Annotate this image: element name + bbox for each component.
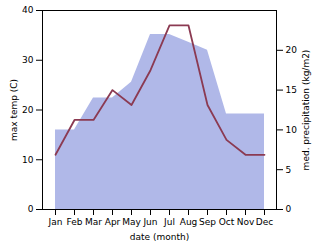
svg-text:med. precipitation (kg/m2): med. precipitation (kg/m2) (301, 50, 311, 171)
svg-text:40: 40 (22, 5, 34, 15)
svg-text:20: 20 (22, 105, 34, 115)
svg-text:Jul: Jul (163, 217, 175, 227)
svg-text:date (month): date (month) (130, 232, 189, 242)
svg-text:10: 10 (22, 155, 34, 165)
svg-text:Jun: Jun (142, 217, 157, 227)
svg-text:20: 20 (286, 45, 298, 55)
svg-text:Dec: Dec (256, 217, 273, 227)
svg-text:5: 5 (286, 165, 292, 175)
svg-text:May: May (122, 217, 141, 227)
svg-text:Jan: Jan (48, 217, 63, 227)
svg-text:0: 0 (28, 204, 34, 214)
svg-text:Apr: Apr (105, 217, 121, 227)
svg-text:Mar: Mar (85, 217, 102, 227)
svg-text:Nov: Nov (237, 217, 255, 227)
svg-text:15: 15 (286, 85, 297, 95)
svg-text:Aug: Aug (180, 217, 198, 227)
svg-text:0: 0 (286, 204, 292, 214)
svg-text:10: 10 (286, 125, 298, 135)
svg-text:Feb: Feb (67, 217, 83, 227)
svg-text:Sep: Sep (199, 217, 216, 227)
svg-text:30: 30 (22, 55, 34, 65)
svg-text:max temp (C): max temp (C) (9, 79, 19, 141)
svg-text:Oct: Oct (219, 217, 235, 227)
